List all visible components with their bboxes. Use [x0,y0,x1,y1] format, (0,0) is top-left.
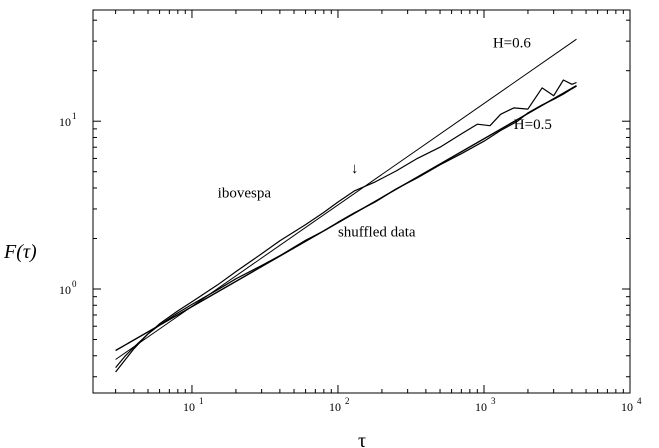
annotation-label: shuffled data [338,225,416,241]
series-layer [115,38,577,373]
x-tick-exponent: 1 [199,396,204,406]
x-tick-exponent: 3 [491,396,496,406]
x-tick-label: 10 [329,400,341,414]
x-tick-label: 10 [183,400,195,414]
y-tick-exponent: 0 [72,279,77,289]
annotation-label: ↓ [351,161,359,177]
x-tick-label: 10 [621,400,633,414]
x-tick-exponent: 2 [345,396,350,406]
axis-ticks [93,10,631,393]
y-tick-exponent: 1 [72,111,77,121]
y-axis-title: F(τ) [3,241,37,263]
plot-frame [92,9,631,394]
series-line-h-0-5 [115,84,577,352]
y-tick-label: 10 [59,283,71,297]
annotation-label: ibovespa [218,186,272,202]
y-tick-label: 10 [59,115,71,129]
x-axis-title: τ [358,430,366,448]
axis-tick-labels: 10 1 10 2 10 3 10 410 010 1 [59,111,642,414]
annotations-layer: H=0.6 H=0.5 ibovespa shuffled data ↓ [218,35,552,240]
annotation-label: H=0.6 [493,35,532,51]
x-tick-label: 10 [475,400,487,414]
x-tick-exponent: 4 [637,396,642,406]
annotation-label: H=0.5 [514,117,552,133]
